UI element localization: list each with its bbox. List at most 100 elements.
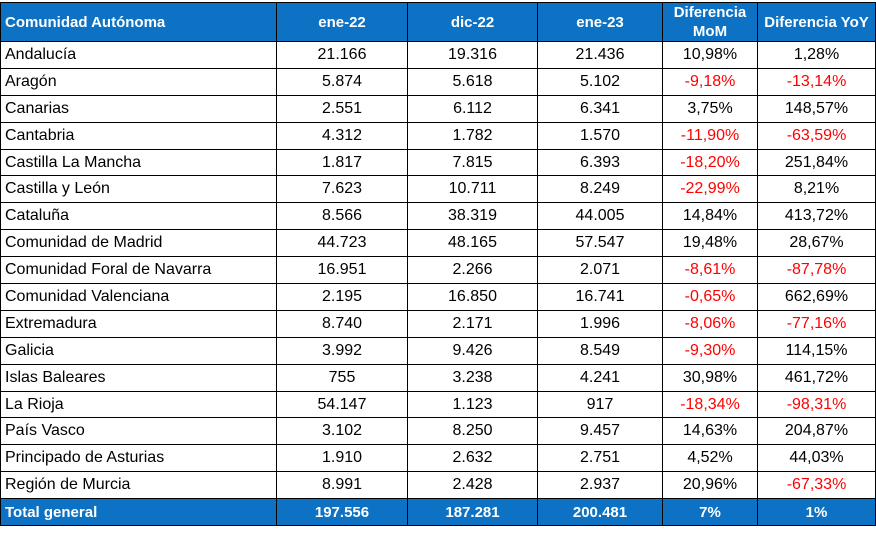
diferencia-yoy-cell: 461,72% (757, 363, 876, 392)
region-cell: Islas Baleares (0, 363, 277, 392)
table-row: Castilla y León 7.623 10.711 8.249 -22,99% 8,… (0, 175, 876, 204)
table-row: Región de Murcia 8.991 2.428 2.937 20,96% -67… (0, 471, 876, 500)
region-cell: Aragón (0, 67, 277, 96)
header-diferencia-mom: Diferencia MoM (662, 2, 758, 42)
ene-22-cell: 54.147 (276, 390, 408, 419)
ene-23-cell: 917 (537, 390, 663, 419)
region-cell: Comunidad Valenciana (0, 283, 277, 311)
ene-22-cell: 8.566 (276, 202, 408, 231)
diferencia-mom-cell: -0,65% (662, 283, 758, 311)
dic-22-cell: 8.250 (407, 417, 538, 446)
ene-23-cell: 6.393 (537, 148, 663, 177)
ene-23-cell: 16.741 (537, 283, 663, 311)
diferencia-yoy-cell: 8,21% (757, 175, 876, 204)
ene-22-cell: 21.166 (276, 41, 408, 69)
ene-23-cell: 8.549 (537, 336, 663, 365)
diferencia-mom-cell: -8,61% (662, 256, 758, 285)
diferencia-mom-cell: 19,48% (662, 229, 758, 258)
header-dic-22: dic-22 (407, 2, 538, 42)
diferencia-mom-cell: -11,90% (662, 121, 758, 150)
table-row: Islas Baleares 755 3.238 4.241 30,98% 461,72% (0, 363, 876, 392)
table-row: Principado de Asturias 1.910 2.632 2.751 4,5… (0, 444, 876, 473)
header-ene-22: ene-22 (276, 2, 408, 42)
total-diferencia-mom: 7% (662, 498, 758, 527)
region-cell: Comunidad de Madrid (0, 229, 277, 258)
ene-22-cell: 8.991 (276, 471, 408, 500)
table-row: Comunidad Valenciana 2.195 16.850 16.741 -0,… (0, 283, 876, 311)
diferencia-mom-cell: -18,20% (662, 148, 758, 177)
ene-22-cell: 1.817 (276, 148, 408, 177)
diferencia-yoy-cell: 204,87% (757, 417, 876, 446)
region-cell: Región de Murcia (0, 471, 277, 500)
ene-23-cell: 9.457 (537, 417, 663, 446)
ene-22-cell: 5.874 (276, 67, 408, 96)
table-row: Andalucía 21.166 19.316 21.436 10,98% 1,28% (0, 41, 876, 69)
diferencia-yoy-cell: -63,59% (757, 121, 876, 150)
ene-22-cell: 7.623 (276, 175, 408, 204)
dic-22-cell: 2.266 (407, 256, 538, 285)
header-region: Comunidad Autónoma (0, 2, 277, 42)
ene-22-cell: 3.992 (276, 336, 408, 365)
total-ene-23: 200.481 (537, 498, 663, 527)
ene-22-cell: 1.910 (276, 444, 408, 473)
table-row: Castilla La Mancha 1.817 7.815 6.393 -18,20%… (0, 148, 876, 177)
total-ene-22: 197.556 (276, 498, 408, 527)
table-row: Cantabria 4.312 1.782 1.570 -11,90% -63,59% (0, 121, 876, 150)
diferencia-mom-cell: -22,99% (662, 175, 758, 204)
region-cell: La Rioja (0, 390, 277, 419)
dic-22-cell: 1.782 (407, 121, 538, 150)
table-row: Extremadura 8.740 2.171 1.996 -8,06% -77,16% (0, 309, 876, 338)
region-cell: Comunidad Foral de Navarra (0, 256, 277, 285)
diferencia-yoy-cell: 251,84% (757, 148, 876, 177)
table-row: Canarias 2.551 6.112 6.341 3,75% 148,57% (0, 94, 876, 123)
diferencia-yoy-cell: 413,72% (757, 202, 876, 231)
data-table: Comunidad Autónoma ene-22 dic-22 ene-23 … (0, 2, 876, 527)
diferencia-yoy-cell: -98,31% (757, 390, 876, 419)
diferencia-mom-cell: 14,84% (662, 202, 758, 231)
total-row: Total general 197.556 187.281 200.481 7%… (0, 498, 876, 527)
diferencia-mom-cell: 14,63% (662, 417, 758, 446)
region-cell: Castilla y León (0, 175, 277, 204)
ene-23-cell: 21.436 (537, 41, 663, 69)
table-row: Aragón 5.874 5.618 5.102 -9,18% -13,14% (0, 67, 876, 96)
region-cell: Cantabria (0, 121, 277, 150)
dic-22-cell: 16.850 (407, 283, 538, 311)
region-cell: Cataluña (0, 202, 277, 231)
diferencia-yoy-cell: 662,69% (757, 283, 876, 311)
dic-22-cell: 10.711 (407, 175, 538, 204)
diferencia-mom-cell: 30,98% (662, 363, 758, 392)
ene-23-cell: 44.005 (537, 202, 663, 231)
ene-23-cell: 1.996 (537, 309, 663, 338)
region-cell: País Vasco (0, 417, 277, 446)
diferencia-yoy-cell: 1,28% (757, 41, 876, 69)
diferencia-yoy-cell: -87,78% (757, 256, 876, 285)
ene-23-cell: 1.570 (537, 121, 663, 150)
region-cell: Canarias (0, 94, 277, 123)
dic-22-cell: 48.165 (407, 229, 538, 258)
ene-22-cell: 44.723 (276, 229, 408, 258)
table-row: Comunidad Foral de Navarra 16.951 2.266 2.0… (0, 256, 876, 285)
ene-23-cell: 8.249 (537, 175, 663, 204)
header-ene-23: ene-23 (537, 2, 663, 42)
ene-22-cell: 755 (276, 363, 408, 392)
region-cell: Extremadura (0, 309, 277, 338)
table-row: Galicia 3.992 9.426 8.549 -9,30% 114,15% (0, 336, 876, 365)
dic-22-cell: 5.618 (407, 67, 538, 96)
region-cell: Galicia (0, 336, 277, 365)
dic-22-cell: 19.316 (407, 41, 538, 69)
dic-22-cell: 2.428 (407, 471, 538, 500)
diferencia-yoy-cell: -67,33% (757, 471, 876, 500)
table-row: Comunidad de Madrid 44.723 48.165 57.547 19,… (0, 229, 876, 258)
dic-22-cell: 3.238 (407, 363, 538, 392)
diferencia-yoy-cell: 44,03% (757, 444, 876, 473)
region-cell: Andalucía (0, 41, 277, 69)
dic-22-cell: 38.319 (407, 202, 538, 231)
diferencia-mom-cell: -8,06% (662, 309, 758, 338)
diferencia-yoy-cell: -77,16% (757, 309, 876, 338)
dic-22-cell: 1.123 (407, 390, 538, 419)
ene-23-cell: 2.071 (537, 256, 663, 285)
dic-22-cell: 2.171 (407, 309, 538, 338)
diferencia-yoy-cell: 148,57% (757, 94, 876, 123)
dic-22-cell: 6.112 (407, 94, 538, 123)
dic-22-cell: 2.632 (407, 444, 538, 473)
